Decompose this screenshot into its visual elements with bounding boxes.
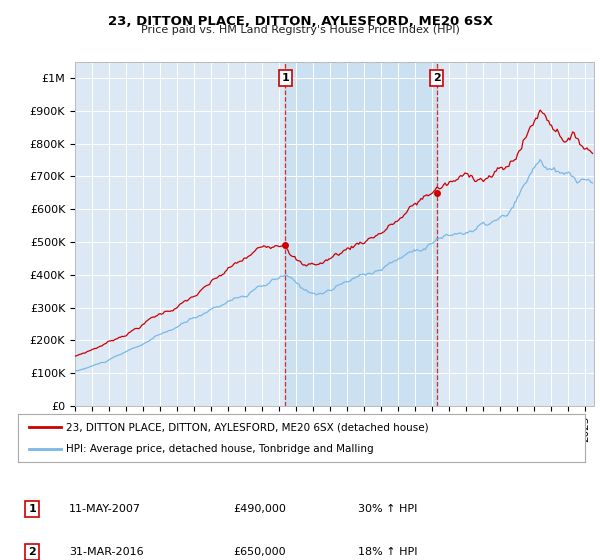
Text: 30% ↑ HPI: 30% ↑ HPI bbox=[358, 504, 418, 514]
Text: 1: 1 bbox=[28, 504, 36, 514]
Text: 1: 1 bbox=[281, 73, 289, 83]
Text: 11-MAY-2007: 11-MAY-2007 bbox=[69, 504, 141, 514]
Text: 2: 2 bbox=[28, 547, 36, 557]
Text: 23, DITTON PLACE, DITTON, AYLESFORD, ME20 6SX: 23, DITTON PLACE, DITTON, AYLESFORD, ME2… bbox=[107, 15, 493, 27]
Text: HPI: Average price, detached house, Tonbridge and Malling: HPI: Average price, detached house, Tonb… bbox=[66, 444, 374, 454]
Text: £650,000: £650,000 bbox=[233, 547, 286, 557]
Bar bbox=[286, 62, 437, 406]
Text: Price paid vs. HM Land Registry's House Price Index (HPI): Price paid vs. HM Land Registry's House … bbox=[140, 25, 460, 35]
Text: 31-MAR-2016: 31-MAR-2016 bbox=[69, 547, 143, 557]
Text: 2: 2 bbox=[433, 73, 440, 83]
Text: 18% ↑ HPI: 18% ↑ HPI bbox=[358, 547, 418, 557]
Text: £490,000: £490,000 bbox=[233, 504, 286, 514]
Text: 23, DITTON PLACE, DITTON, AYLESFORD, ME20 6SX (detached house): 23, DITTON PLACE, DITTON, AYLESFORD, ME2… bbox=[66, 422, 429, 432]
